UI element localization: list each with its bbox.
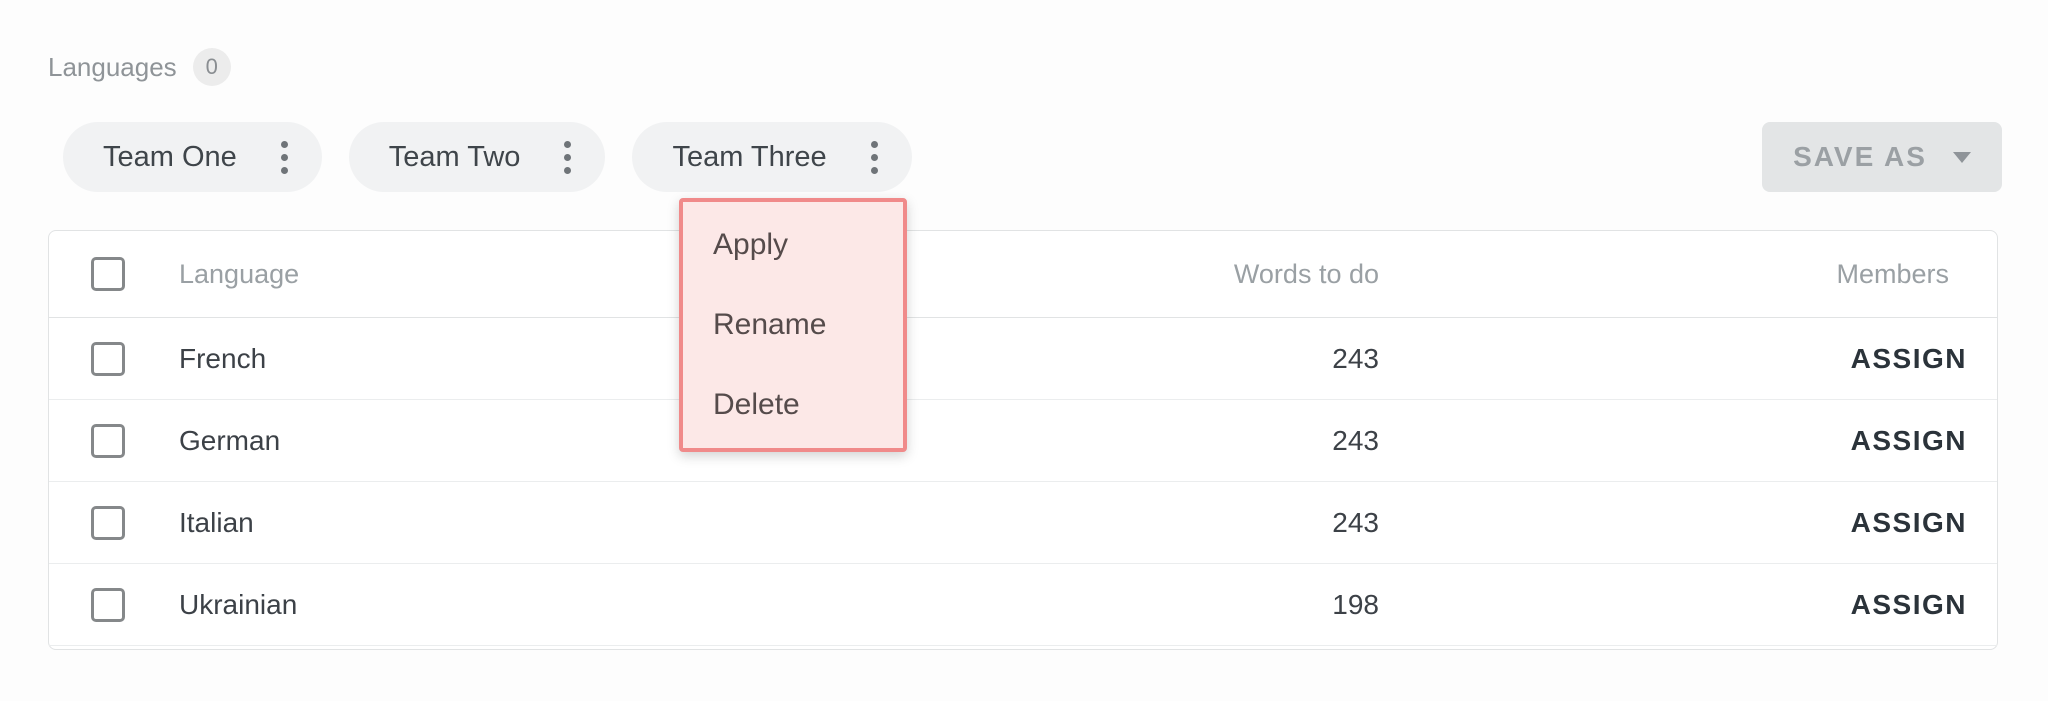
- row-checkbox-cell: [49, 587, 179, 622]
- column-header-language: Language: [179, 258, 300, 289]
- row-checkbox-cell: [49, 505, 179, 540]
- language-cell: French: [179, 342, 267, 374]
- menu-item[interactable]: Apply: [713, 228, 789, 261]
- table-row: German 243 ASSIGN: [49, 400, 1997, 482]
- context-menu: Apply Rename Delete: [679, 198, 907, 452]
- count-badge: 0: [192, 48, 231, 86]
- column-header-members: Members: [1836, 258, 1949, 289]
- row-checkbox[interactable]: [91, 341, 125, 376]
- header-checkbox-cell: [49, 257, 179, 291]
- team-chip-label: Team Two: [388, 140, 521, 173]
- row-checkbox[interactable]: [91, 423, 125, 458]
- words-to-do-cell: 198: [1332, 588, 1379, 620]
- kebab-menu-icon[interactable]: [867, 135, 882, 180]
- members-cell: ASSIGN: [1379, 333, 1997, 385]
- caret-down-icon: [1952, 151, 1971, 163]
- assign-button[interactable]: ASSIGN: [1851, 579, 1967, 631]
- table-row: French 243 ASSIGN: [49, 318, 1997, 400]
- menu-item[interactable]: Delete: [713, 388, 800, 421]
- page-title: Languages: [48, 51, 177, 82]
- team-chips-row: Team One Team Two Team Three: [63, 122, 912, 192]
- languages-table: Language Words to do Members French 243 …: [48, 230, 1998, 650]
- assign-button[interactable]: ASSIGN: [1851, 497, 1967, 549]
- table-row: Ukrainian 198 ASSIGN: [49, 564, 1997, 646]
- kebab-menu-icon[interactable]: [277, 135, 292, 180]
- row-checkbox-cell: [49, 341, 179, 376]
- words-to-do-cell: 243: [1332, 506, 1379, 538]
- words-to-do-cell: 243: [1332, 342, 1379, 374]
- members-cell: ASSIGN: [1379, 579, 1997, 631]
- menu-item[interactable]: Rename: [713, 308, 827, 341]
- select-all-checkbox[interactable]: [91, 257, 125, 291]
- table-row: Italian 243 ASSIGN: [49, 482, 1997, 564]
- save-as-button[interactable]: SAVE AS: [1762, 122, 2002, 192]
- members-cell: ASSIGN: [1379, 415, 1997, 467]
- team-chip[interactable]: Team Three: [632, 122, 912, 192]
- team-chip[interactable]: Team One: [63, 122, 322, 192]
- team-chip-label: Team Three: [672, 140, 827, 173]
- members-cell: ASSIGN: [1379, 497, 1997, 549]
- kebab-menu-icon[interactable]: [560, 135, 575, 180]
- save-as-label: SAVE AS: [1793, 141, 1927, 172]
- assign-button[interactable]: ASSIGN: [1851, 415, 1967, 467]
- language-cell: Italian: [179, 506, 254, 538]
- row-checkbox[interactable]: [91, 505, 125, 540]
- language-cell: Ukrainian: [179, 588, 298, 620]
- page-header: Languages 0: [48, 48, 231, 86]
- table-header-row: Language Words to do Members: [49, 231, 1997, 318]
- column-header-words-to-do: Words to do: [1233, 258, 1379, 289]
- team-chip[interactable]: Team Two: [348, 122, 606, 192]
- language-cell: German: [179, 424, 281, 456]
- row-checkbox[interactable]: [91, 587, 125, 622]
- assign-button[interactable]: ASSIGN: [1851, 333, 1967, 385]
- team-chip-label: Team One: [103, 140, 237, 173]
- words-to-do-cell: 243: [1332, 424, 1379, 456]
- row-checkbox-cell: [49, 423, 179, 458]
